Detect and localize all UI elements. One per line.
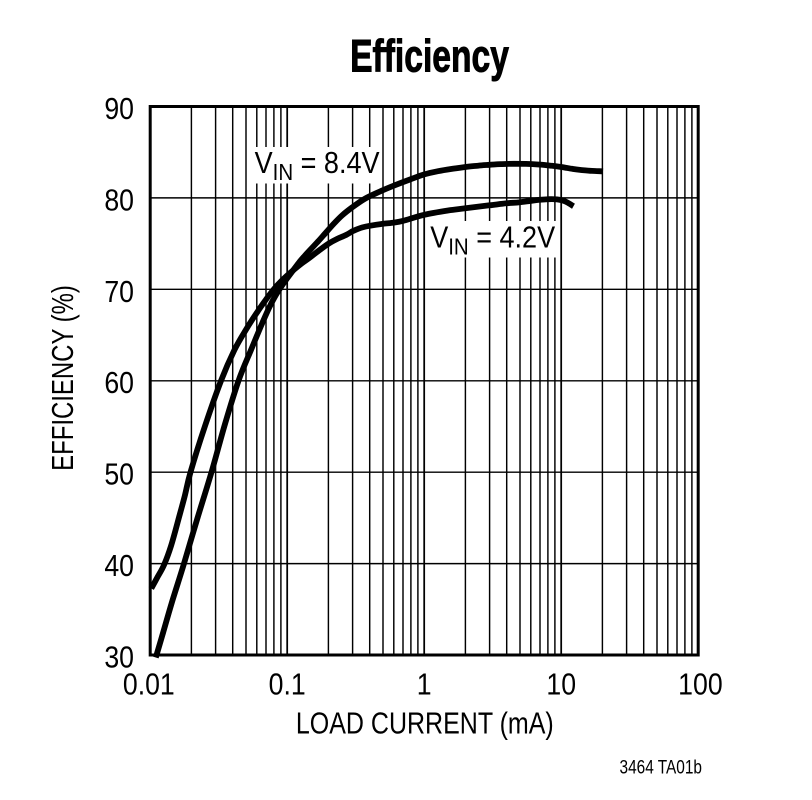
svg-text:LOAD CURRENT (mA): LOAD CURRENT (mA) [296, 706, 554, 740]
svg-text:50: 50 [104, 458, 134, 492]
svg-text:Efficiency: Efficiency [350, 30, 509, 81]
svg-text:60: 60 [104, 366, 134, 400]
svg-text:10: 10 [546, 668, 576, 702]
svg-text:80: 80 [104, 184, 134, 218]
svg-text:EFFICIENCY (%): EFFICIENCY (%) [45, 285, 79, 471]
svg-text:3464 TA01b: 3464 TA01b [620, 756, 703, 778]
svg-text:70: 70 [104, 275, 134, 309]
svg-text:30: 30 [104, 641, 134, 675]
svg-text:0.1: 0.1 [269, 668, 306, 702]
svg-text:40: 40 [104, 549, 134, 583]
svg-text:1: 1 [417, 668, 432, 702]
svg-text:90: 90 [104, 92, 134, 126]
svg-text:0.01: 0.01 [123, 668, 175, 702]
svg-text:100: 100 [678, 668, 722, 702]
